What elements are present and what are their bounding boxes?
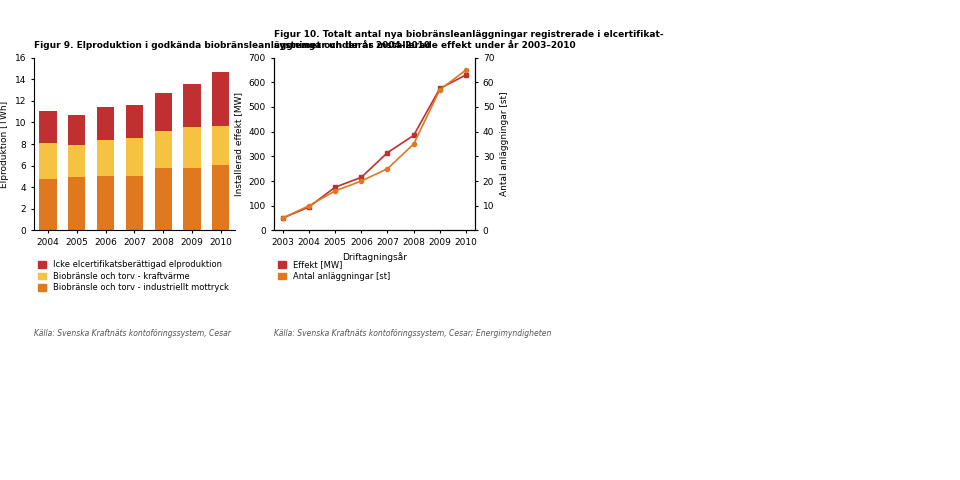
Effekt [MW] (434, 85, 445, 91)
Antal anläggningar [st] (408, 141, 420, 147)
Antal anläggningar [st] (277, 215, 289, 221)
Bar (183, 84, 201, 127)
Line: Antal anläggningar [st]: Antal anläggningar [st] (280, 68, 468, 220)
Bar (39, 179, 57, 230)
Text: Figur 10. Totalt antal nya biobränsleanläggningar registrerade i elcertifikat-
s: Figur 10. Totalt antal nya biobränsleanl… (274, 30, 663, 50)
Effekt [MW] (355, 174, 367, 180)
X-axis label: Driftagningsår: Driftagningsår (342, 252, 407, 263)
Bar (126, 137, 143, 176)
Effekt [MW] (329, 184, 341, 190)
Bar (155, 131, 172, 168)
Text: Källa: Svenska Kraftnäts kontoföringssystem, Cesar; Energimyndigheten: Källa: Svenska Kraftnäts kontoföringssys… (274, 329, 551, 338)
Bar (68, 115, 85, 145)
Antal anläggningar [st] (303, 203, 315, 209)
Bar (212, 165, 229, 230)
Legend: Icke elcertifikatsberättigad elproduktion, Biobränsle och torv - kraftvärme, Bio: Icke elcertifikatsberättigad elproduktio… (37, 261, 228, 292)
Antal anläggningar [st] (460, 67, 471, 73)
Bar (155, 168, 172, 230)
Line: Effekt [MW]: Effekt [MW] (280, 73, 468, 220)
Antal anläggningar [st] (382, 166, 394, 171)
Effekt [MW] (460, 72, 471, 78)
Bar (183, 127, 201, 168)
Effekt [MW] (277, 215, 289, 221)
Bar (183, 168, 201, 230)
Legend: Effekt [MW], Antal anläggningar [st]: Effekt [MW], Antal anläggningar [st] (277, 261, 390, 281)
Bar (97, 140, 114, 176)
Bar (39, 143, 57, 179)
Antal anläggningar [st] (355, 178, 367, 184)
Bar (68, 145, 85, 178)
Text: Källa: Svenska Kraftnäts kontoföringssystem, Cesar: Källa: Svenska Kraftnäts kontoföringssys… (34, 329, 230, 338)
Y-axis label: Installerad effekt [MW]: Installerad effekt [MW] (234, 92, 243, 196)
Bar (68, 178, 85, 230)
Bar (212, 126, 229, 165)
Bar (97, 108, 114, 140)
Antal anläggningar [st] (434, 87, 445, 93)
Y-axis label: Antal anläggningar [st]: Antal anläggningar [st] (500, 92, 509, 196)
Bar (126, 105, 143, 137)
Bar (126, 176, 143, 230)
Y-axis label: Elproduktion [TWh]: Elproduktion [TWh] (0, 100, 9, 188)
Antal anläggningar [st] (329, 188, 341, 194)
Text: Figur 9. Elproduktion i godkända biobränsleanläggningar under år 2004–2010: Figur 9. Elproduktion i godkända biobrän… (34, 40, 430, 50)
Bar (155, 93, 172, 131)
Effekt [MW] (408, 132, 420, 138)
Bar (212, 72, 229, 126)
Bar (97, 176, 114, 230)
Effekt [MW] (303, 204, 315, 210)
Effekt [MW] (382, 150, 394, 156)
Bar (39, 110, 57, 143)
